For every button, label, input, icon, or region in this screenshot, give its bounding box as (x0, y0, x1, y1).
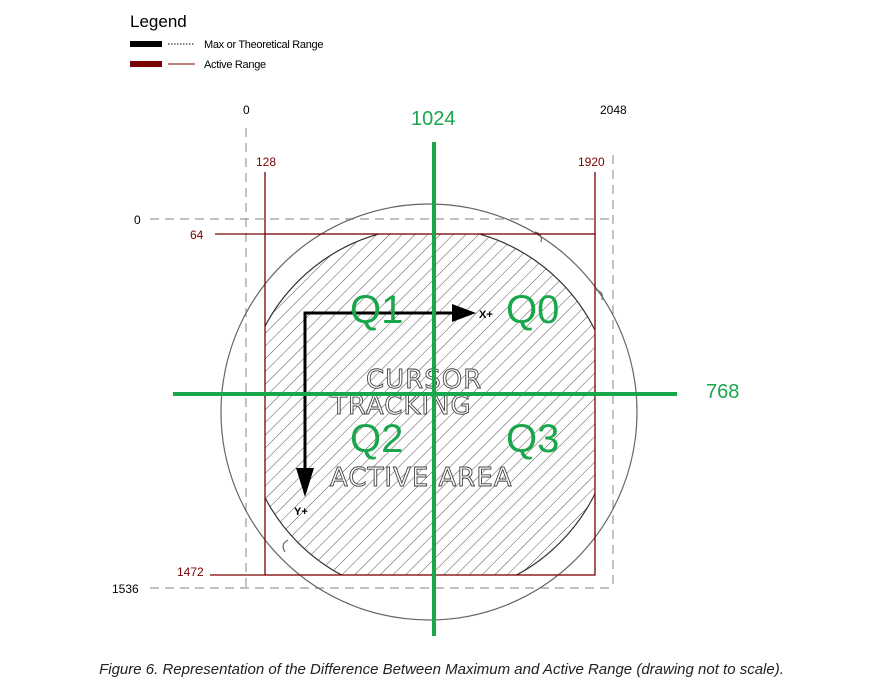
notch-right (595, 289, 603, 301)
legend-swatch-max (130, 41, 162, 47)
center-x-label: 1024 (411, 108, 456, 130)
quadrant-q1: Q1 (350, 288, 403, 332)
legend-swatch-active (130, 61, 162, 67)
legend-label-active: Active Range (204, 59, 266, 71)
max-range-outline (150, 128, 614, 590)
active-x-min-label: 128 (256, 155, 276, 169)
center-y-label: 768 (706, 381, 739, 403)
quadrant-q3: Q3 (506, 417, 559, 461)
legend-label-max: Max or Theoretical Range (204, 39, 323, 51)
notch-top (534, 231, 542, 243)
hatched-active-area (265, 234, 595, 575)
quadrant-q2: Q2 (350, 417, 403, 461)
notch-bottom (282, 539, 289, 553)
active-y-max-label: 1472 (177, 565, 204, 579)
area-text-cursor: CURSOR (366, 365, 482, 395)
axis-arrow-lines (303, 311, 455, 493)
active-x-max-label: 1920 (578, 155, 605, 169)
max-y-min-label: 0 (134, 213, 141, 227)
outer-circle (220, 203, 638, 621)
legend-title: Legend (130, 12, 187, 31)
max-y-max-label: 1536 (112, 582, 139, 596)
x-axis-arrowhead (452, 304, 476, 322)
y-axis-arrowhead (296, 468, 314, 497)
active-y-min-label: 64 (190, 228, 204, 242)
area-text-active-area: ACTIVE AREA (330, 463, 513, 493)
y-axis-label: Y+ (294, 506, 308, 518)
quadrant-q0: Q0 (506, 288, 559, 332)
active-range-rect (264, 233, 596, 576)
max-x-max-label: 2048 (600, 103, 627, 117)
max-x-min-label: 0 (243, 103, 250, 117)
x-axis-label: X+ (479, 309, 493, 321)
figure-caption: Figure 6. Representation of the Differen… (99, 661, 784, 678)
